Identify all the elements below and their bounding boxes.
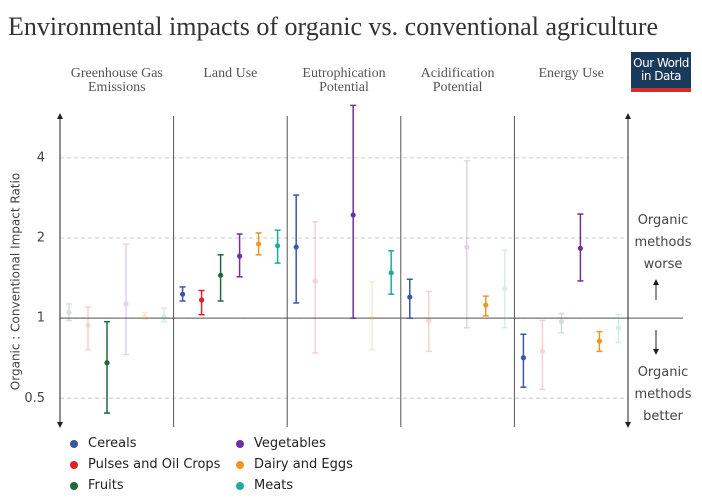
legend-swatch <box>70 439 78 448</box>
legend-swatch <box>236 439 244 448</box>
data-point-group <box>577 213 584 282</box>
legend-label: Meats <box>254 478 294 493</box>
legend-swatch <box>236 481 244 490</box>
y-axis-label: Organic : Conventional Impact Ratio <box>9 173 23 390</box>
data-point-group <box>217 254 224 302</box>
data-point-group <box>406 278 413 319</box>
data-point-group <box>123 243 129 356</box>
legend-item: Fruits <box>70 478 124 493</box>
legend-item: Cereals <box>70 436 136 451</box>
data-point-group <box>501 249 508 329</box>
legend-swatch <box>70 481 78 490</box>
data-point-group <box>539 319 546 391</box>
data-point <box>104 360 110 366</box>
data-point <box>558 319 565 325</box>
data-point <box>256 241 262 247</box>
data-point-group <box>350 104 357 319</box>
legend-item: Pulses and Oil Crops <box>70 457 220 472</box>
data-point-group <box>558 312 565 334</box>
data-point-group <box>312 221 319 354</box>
data-point <box>615 325 622 331</box>
data-point <box>596 338 603 344</box>
data-point-group <box>142 311 148 321</box>
legend-swatch <box>70 460 78 469</box>
category-label: Greenhouse Gas Emissions <box>70 66 163 95</box>
data-point-group <box>274 229 281 264</box>
legend-label: Pulses and Oil Crops <box>88 457 221 472</box>
category-label: Eutrophication Potential <box>302 66 386 95</box>
data-point-group <box>463 160 470 329</box>
annotation-top: Organic methods worse <box>634 213 692 272</box>
data-point-group <box>236 233 243 278</box>
y-tick-label: 1 <box>37 311 45 326</box>
category-label: Acidification Potential <box>420 66 495 95</box>
y-tick-label: 4 <box>37 150 45 165</box>
data-point <box>520 355 527 361</box>
data-point <box>66 309 72 316</box>
data-point-group <box>369 281 376 351</box>
legend-label: Fruits <box>88 478 124 493</box>
legend-item: Vegetables <box>236 436 326 451</box>
data-point-group <box>85 306 91 351</box>
data-point-group <box>293 194 300 304</box>
data-point-group <box>596 330 603 353</box>
legend-item: Dairy and Eggs <box>236 457 353 472</box>
logo: Our World in Data <box>631 52 691 92</box>
chart-title: Environmental impacts of organic vs. con… <box>8 12 659 41</box>
legend-label: Cereals <box>88 436 137 451</box>
y-tick-label: 2 <box>37 231 45 246</box>
data-point-group <box>198 289 205 316</box>
data-point <box>407 294 413 300</box>
data-point <box>85 322 91 328</box>
y-tick-label: 0.5 <box>24 391 45 406</box>
data-point <box>388 270 394 276</box>
data-point <box>426 317 432 324</box>
data-point <box>464 244 470 250</box>
data-point <box>369 315 375 321</box>
data-point <box>180 291 186 297</box>
annotation-bottom: Organic methods better <box>634 365 692 424</box>
category-label: Energy Use <box>538 66 604 81</box>
data-point-group <box>520 333 527 389</box>
legend-label: Dairy and Eggs <box>254 457 353 472</box>
data-point <box>275 243 281 249</box>
data-point <box>237 253 243 259</box>
data-point-group <box>104 320 110 414</box>
data-point-group <box>179 286 186 302</box>
data-point <box>199 297 205 303</box>
data-point <box>539 348 546 355</box>
data-point <box>293 244 299 250</box>
data-point-group <box>66 303 72 322</box>
data-point <box>123 301 129 307</box>
data-point <box>483 302 489 308</box>
data-point <box>142 314 148 320</box>
data-point-group <box>255 232 262 256</box>
data-point <box>312 278 318 284</box>
data-point-group <box>482 295 489 317</box>
data-point-group <box>161 307 167 323</box>
legend-label: Vegetables <box>254 436 326 451</box>
data-point-group <box>388 250 395 295</box>
legend-swatch <box>236 460 244 469</box>
data-point <box>218 272 224 278</box>
data-point-group <box>615 313 622 344</box>
data-point <box>502 286 508 292</box>
legend-item: Meats <box>236 478 293 493</box>
data-point-group <box>425 290 432 353</box>
data-point <box>161 314 167 320</box>
data-point <box>577 245 584 251</box>
data-point <box>350 212 356 218</box>
category-label: Land Use <box>203 66 258 81</box>
